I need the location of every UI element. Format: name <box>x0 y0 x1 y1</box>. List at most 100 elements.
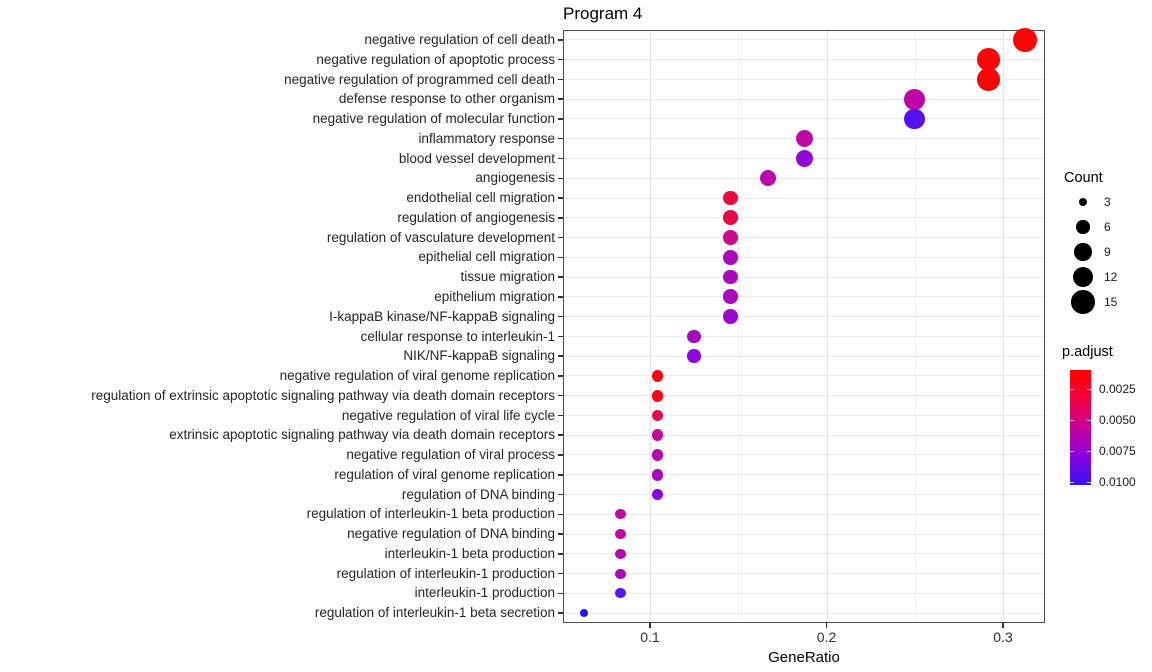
data-point <box>615 548 626 559</box>
gridline-horizontal <box>563 434 1045 436</box>
count-legend-dot <box>1071 290 1095 314</box>
y-tick-mark <box>558 434 563 436</box>
y-axis-label: negative regulation of apoptotic process <box>316 51 555 67</box>
data-point <box>723 230 739 245</box>
y-tick-mark <box>558 553 563 555</box>
y-tick-mark <box>558 592 563 595</box>
data-point <box>723 210 739 226</box>
count-legend-label: 12 <box>1104 270 1118 284</box>
padjust-tick-left <box>1070 388 1074 390</box>
gridline-horizontal <box>563 395 1045 397</box>
x-tick-mark <box>825 623 828 628</box>
data-point <box>795 130 814 148</box>
data-point <box>615 588 626 599</box>
count-legend-label: 9 <box>1104 245 1111 259</box>
padjust-tick-left <box>1070 420 1074 422</box>
gridline-horizontal <box>563 316 1045 318</box>
y-tick-mark <box>558 513 563 516</box>
gridline-horizontal <box>563 59 1045 61</box>
y-tick-mark <box>558 137 563 140</box>
y-axis-label: negative regulation of DNA binding <box>347 526 555 542</box>
y-axis-label: negative regulation of cell death <box>364 32 555 47</box>
data-point <box>651 370 664 382</box>
gridline-horizontal <box>563 454 1045 456</box>
gridline-horizontal <box>563 276 1045 278</box>
gridline-horizontal <box>563 414 1045 416</box>
count-legend-dot <box>1072 266 1094 288</box>
y-axis-label: regulation of extrinsic apoptotic signal… <box>91 387 555 403</box>
gridline-horizontal <box>563 592 1045 594</box>
y-axis-label: regulation of interleukin-1 beta secreti… <box>314 605 555 621</box>
data-point <box>723 289 739 305</box>
y-axis-label: negative regulation of viral life cycle <box>341 407 555 423</box>
padjust-legend-title: p.adjust <box>1062 344 1113 360</box>
y-tick-mark <box>558 394 563 397</box>
data-point <box>651 389 664 402</box>
data-point <box>687 329 701 344</box>
data-point <box>579 609 588 618</box>
x-tick-label: 0.2 <box>816 629 837 645</box>
y-tick-mark <box>558 454 563 456</box>
y-axis-label: extrinsic apoptotic signaling pathway vi… <box>169 427 555 443</box>
data-point <box>1013 28 1037 52</box>
data-point <box>977 48 1000 71</box>
y-tick-mark <box>558 236 563 239</box>
gridline-horizontal <box>563 39 1045 41</box>
y-axis-label: regulation of vasculature development <box>326 229 555 245</box>
y-tick-mark <box>558 177 563 179</box>
gridline-horizontal <box>563 553 1045 555</box>
count-legend-label: 6 <box>1104 220 1111 234</box>
data-point <box>615 568 626 579</box>
y-axis-label: regulation of DNA binding <box>401 486 555 502</box>
gridline-vertical-major <box>650 30 651 623</box>
x-tick-label: 0.1 <box>640 629 660 645</box>
y-tick-mark <box>558 414 563 417</box>
gridline-horizontal <box>563 197 1045 199</box>
y-axis-label: blood vessel development <box>398 150 555 166</box>
y-tick-mark <box>558 58 563 61</box>
plot-title: Program 4 <box>563 4 643 23</box>
data-point <box>651 468 664 481</box>
gridline-horizontal <box>563 256 1045 258</box>
gridline-horizontal <box>563 237 1045 239</box>
data-point <box>723 309 739 324</box>
gridline-horizontal <box>563 533 1045 535</box>
x-tick-mark <box>1002 623 1004 628</box>
x-tick-label: 0.3 <box>993 629 1013 645</box>
y-tick-mark <box>558 474 563 476</box>
y-axis-label: negative regulation of viral process <box>346 447 555 463</box>
count-legend-dot <box>1076 220 1090 234</box>
gridline-vertical-major <box>826 30 828 623</box>
y-tick-mark <box>558 355 563 357</box>
data-point <box>651 488 664 501</box>
gridline-horizontal <box>563 355 1045 357</box>
gridline-horizontal <box>563 296 1045 298</box>
data-point <box>723 190 739 206</box>
gridline-horizontal <box>563 513 1045 515</box>
count-legend-dot <box>1074 243 1092 261</box>
count-legend-label: 3 <box>1104 195 1111 209</box>
y-axis-label: angiogenesis <box>475 170 555 186</box>
y-axis-label: negative regulation of programmed cell d… <box>284 71 555 87</box>
padjust-tick-right <box>1087 450 1091 452</box>
y-axis-label: endothelial cell migration <box>406 190 555 206</box>
padjust-tick-label: 0.0075 <box>1099 443 1136 458</box>
y-axis-label: interleukin-1 production <box>414 585 555 601</box>
padjust-tick-left <box>1070 450 1074 452</box>
x-axis-title: GeneRatio <box>768 649 840 666</box>
data-point <box>687 349 701 363</box>
gridline-horizontal <box>563 375 1045 377</box>
padjust-tick-right <box>1087 388 1091 390</box>
y-tick-mark <box>558 197 563 199</box>
padjust-tick-left <box>1070 482 1074 483</box>
y-axis-label: inflammatory response <box>418 130 555 146</box>
gridline-horizontal <box>563 494 1045 496</box>
gridline-horizontal <box>563 98 1045 100</box>
gridline-horizontal <box>563 335 1045 337</box>
y-tick-mark <box>558 98 563 100</box>
y-axis-label: negative regulation of molecular functio… <box>312 111 555 127</box>
y-tick-mark <box>558 276 563 278</box>
y-tick-mark <box>558 493 563 496</box>
padjust-tick-label: 0.0100 <box>1099 475 1136 489</box>
